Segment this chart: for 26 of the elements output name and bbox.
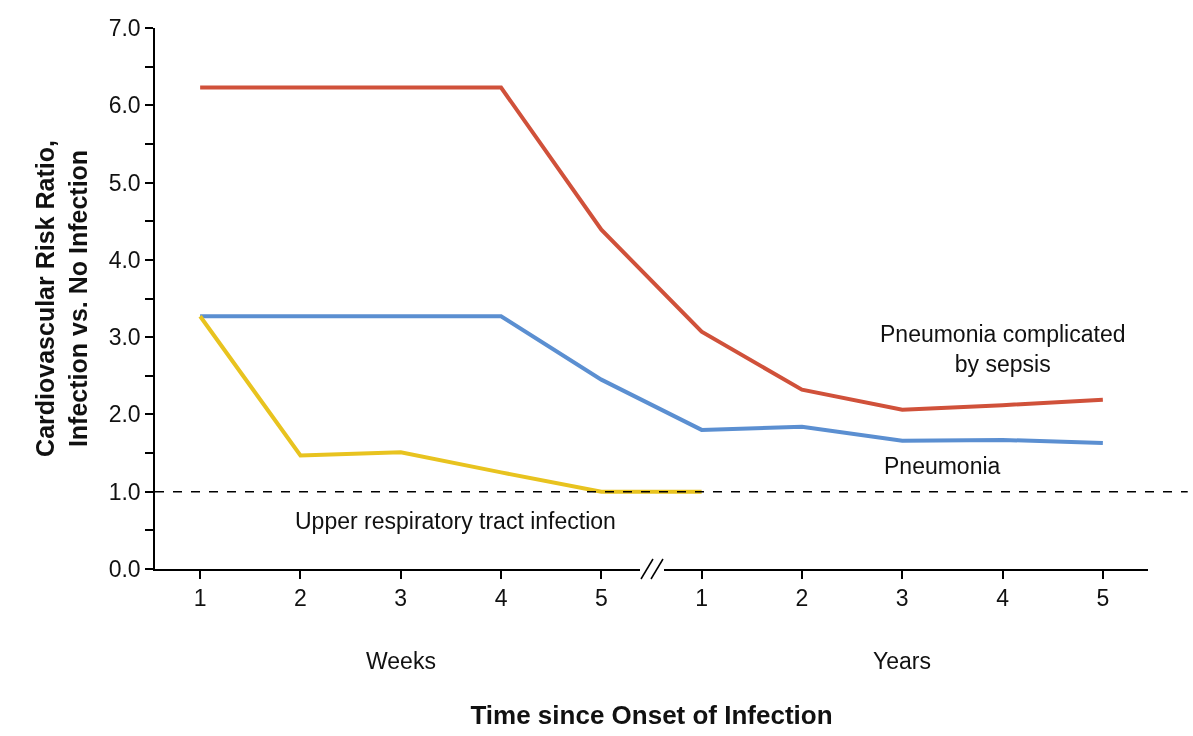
x-tick-label: 5 bbox=[1096, 585, 1110, 612]
series-label: Pneumonia bbox=[884, 453, 1001, 479]
x-axis-title: Time since Onset of Infection bbox=[470, 699, 833, 730]
y-tick-label: 4.0 bbox=[108, 246, 141, 273]
line-series bbox=[198, 314, 704, 494]
y-tick-label: 2.0 bbox=[108, 401, 141, 428]
y-tick-label: 7.0 bbox=[108, 15, 141, 42]
x-tick-label: 3 bbox=[895, 585, 909, 612]
y-tick-label: 5.0 bbox=[108, 169, 141, 196]
series-label: Pneumonia complicated by sepsis bbox=[880, 321, 1126, 377]
x-tick-label: 1 bbox=[695, 585, 709, 612]
x-tick-label: 3 bbox=[394, 585, 408, 612]
y-axis-title: Cardiovascular Risk Ratio, Infection vs. No Infection bbox=[31, 140, 92, 457]
series-label: Upper respiratory tract infection bbox=[295, 508, 616, 534]
x-tick-label: 1 bbox=[193, 585, 207, 612]
text: Weeks bbox=[366, 648, 436, 674]
text: Years bbox=[873, 648, 931, 674]
x-tick-label: 4 bbox=[494, 585, 508, 612]
y-tick-label: 0.0 bbox=[108, 556, 141, 583]
x-tick-label: 2 bbox=[294, 585, 307, 612]
x-tick-label: 5 bbox=[594, 585, 608, 612]
y-tick-label: 6.0 bbox=[108, 92, 141, 119]
y-tick-label: 1.0 bbox=[108, 478, 141, 505]
y-tick-label: 3.0 bbox=[108, 324, 141, 351]
x-tick-label: 2 bbox=[795, 585, 809, 612]
x-tick-label: 4 bbox=[996, 585, 1010, 612]
